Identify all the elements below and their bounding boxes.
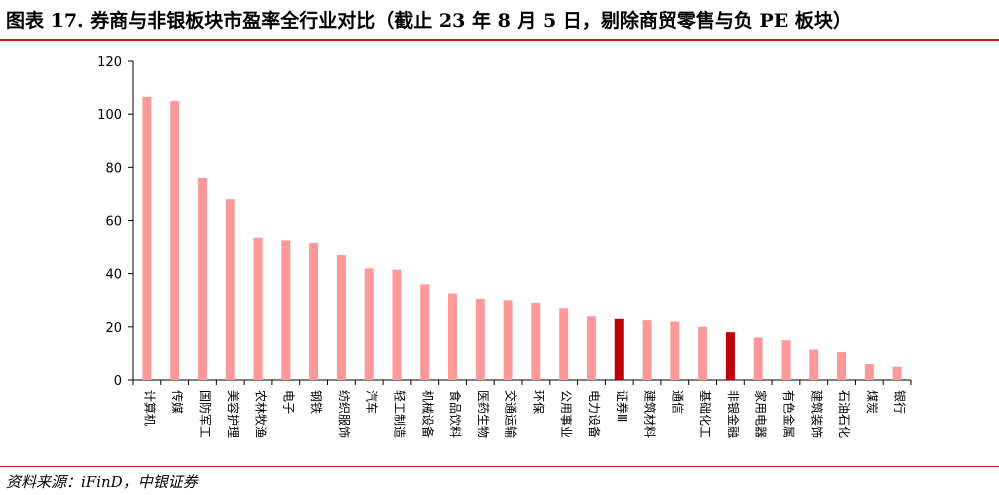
footer-divider [0,466,999,467]
bar-24 [781,340,791,380]
source-note: 资料来源：iFinD，中银证券 [6,473,198,491]
category-label: 石油石化 [837,390,851,438]
bar-2 [170,100,180,380]
title-divider [0,39,999,41]
category-label: 电力设备 [587,390,601,438]
bar-10 [392,269,402,380]
category-label: 电子 [281,390,295,414]
bar-22 [725,332,735,380]
category-label: 汽车 [365,390,380,414]
category-label: 医药生物 [476,390,490,438]
chart-title: 图表 17. 券商与非银板块市盈率全行业对比（截止 23 年 8 月 5 日，剔… [6,10,852,32]
y-tick-label: 120 [97,55,122,70]
axes: 0 20 40 60 80 100 120 [97,55,912,389]
category-label: 计算机 [142,390,157,426]
y-tick-label: 60 [105,215,122,230]
category-label: 家用电器 [754,390,769,438]
bar-7 [309,243,319,380]
bar-25 [809,349,819,380]
category-labels: 计算机 传媒 国防军工 美容护理 农林牧渔 电子 钢铁 纺织服饰 汽车 轻工制造 机械设备 食品饮料医… [142,390,906,438]
bar-14 [503,300,513,380]
category-label: 交通运输 [504,390,519,438]
category-label: 基础化工 [698,390,712,438]
category-label: 银行 [893,390,907,414]
category-label: 国防军工 [198,390,213,438]
category-label: 食品饮料 [448,390,463,438]
y-tick-label: 20 [105,321,122,336]
category-label: 有色金属 [781,390,796,438]
bar-18 [614,318,624,380]
category-label: 环保 [531,390,545,414]
category-label: 机械设备 [420,390,435,438]
category-label: 证券Ⅲ [615,390,630,422]
bar-11 [420,284,430,380]
bar-1 [142,96,152,380]
bar-13 [475,298,485,380]
y-tick-label: 0 [114,374,122,389]
category-label: 公用事业 [559,390,573,438]
category-label: 建筑装饰 [809,390,824,438]
category-label: 传媒 [170,390,185,414]
bar-4 [225,199,235,380]
category-label: 建筑材料 [643,390,658,438]
y-tick-label: 100 [97,108,122,123]
y-tick-label: 80 [105,161,122,176]
bar-21 [698,326,708,380]
bar-3 [197,177,207,380]
category-label: 农林牧渔 [254,390,268,438]
bar-5 [253,237,263,380]
category-label: 非银金融 [726,390,741,438]
category-label: 纺织服饰 [337,390,351,438]
bar-20 [670,321,680,380]
bar-9 [364,268,374,380]
y-tick-label: 40 [105,268,122,283]
bars [142,96,902,380]
category-label: 美容护理 [226,390,241,438]
bar-chart: 0 20 40 60 80 100 120 计算机 传媒 国防军工 美容护理 农林牧渔 电子 钢铁 纺织服… [97,55,912,438]
category-label: 通信 [670,390,684,414]
bar-27 [864,364,874,380]
bar-6 [281,240,291,380]
bar-28 [892,366,902,380]
category-label: 轻工制造 [392,390,406,438]
category-label: 钢铁 [309,390,323,414]
bar-16 [559,308,569,380]
bar-15 [531,302,541,380]
bar-8 [336,255,346,380]
category-label: 煤炭 [865,390,879,414]
bar-23 [753,337,763,380]
bar-12 [448,293,458,380]
bar-26 [837,352,847,380]
bar-19 [642,320,652,380]
bar-17 [586,316,596,380]
